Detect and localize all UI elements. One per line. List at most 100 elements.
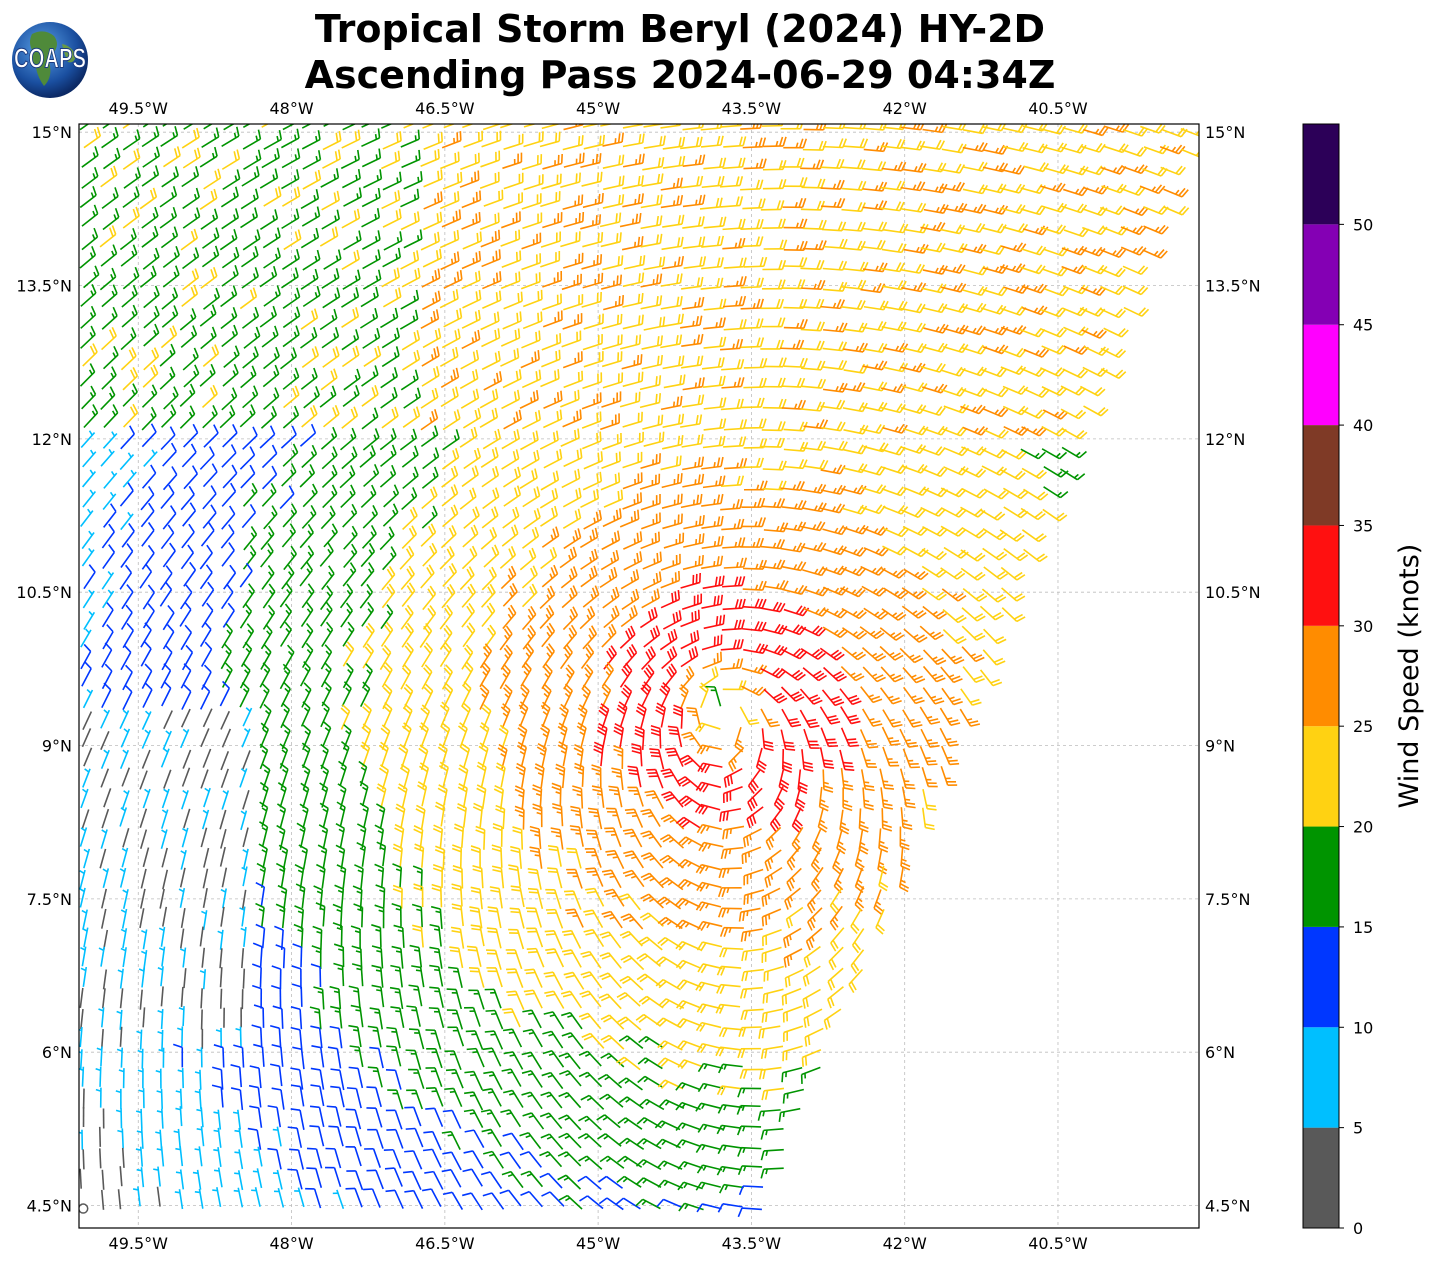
wind-barb xyxy=(1061,306,1088,317)
wind-barb xyxy=(141,165,160,187)
wind-barb xyxy=(820,179,845,190)
wind-barb xyxy=(922,124,948,134)
wind-barb xyxy=(781,279,806,290)
wind-barb xyxy=(682,194,706,208)
wind-barb xyxy=(121,284,138,308)
wind-barb xyxy=(841,299,866,310)
wind-barb xyxy=(982,264,1009,275)
wind-barb xyxy=(1020,264,1046,275)
colorbar-bin xyxy=(1303,1027,1339,1128)
wind-barb xyxy=(1103,143,1129,154)
wind-barb xyxy=(159,206,178,229)
wind-barb xyxy=(703,216,727,229)
wind-barb xyxy=(259,168,279,189)
wind-barb xyxy=(680,276,704,290)
wind-barb xyxy=(861,321,887,332)
wind-barb xyxy=(300,189,320,210)
wind-barb xyxy=(823,238,848,249)
wind-barb xyxy=(98,1148,102,1169)
wind-barb xyxy=(841,279,867,290)
wind-barb xyxy=(81,166,99,189)
wind-barb xyxy=(341,329,360,351)
wind-barb xyxy=(620,334,642,350)
wind-barb xyxy=(320,168,340,188)
wind-barb xyxy=(480,229,501,248)
wind-barb xyxy=(582,272,604,289)
wind-barb xyxy=(479,171,500,189)
wind-barb xyxy=(743,158,767,170)
wind-barb xyxy=(521,232,542,250)
wind-barb xyxy=(800,340,825,351)
wind-barb xyxy=(182,187,200,210)
wind-barb xyxy=(723,136,747,148)
wind-barb xyxy=(422,328,442,349)
wind-barb xyxy=(1040,307,1066,318)
wind-barb xyxy=(101,187,119,210)
wind-barb xyxy=(361,124,371,128)
wind-barb xyxy=(383,231,403,251)
wind-barb xyxy=(861,239,886,250)
wind-barb xyxy=(800,321,825,332)
wind-barb xyxy=(843,342,869,353)
colorbar-tick-label: 45 xyxy=(1353,316,1373,335)
wind-barb xyxy=(281,128,300,149)
wind-barb xyxy=(522,289,543,308)
wind-barb xyxy=(939,181,965,192)
wind-barb xyxy=(301,130,321,150)
wind-barb xyxy=(740,298,765,310)
wind-barb xyxy=(121,304,138,328)
wind-barb xyxy=(703,317,726,330)
wind-barb xyxy=(523,174,544,191)
wind-barb xyxy=(281,169,300,190)
lon-tick-label-bottom: 43.5°W xyxy=(722,1234,782,1253)
wind-barb xyxy=(482,271,502,290)
wind-barb xyxy=(860,282,886,294)
wind-barb xyxy=(240,188,259,210)
lon-tick-label-top: 48°W xyxy=(269,99,313,118)
wind-barb xyxy=(242,968,246,989)
wind-barb xyxy=(122,266,140,290)
wind-barb xyxy=(242,229,261,251)
wind-barb xyxy=(460,152,480,171)
wind-barb xyxy=(1180,148,1199,158)
wind-barb xyxy=(1040,124,1067,135)
wind-barb xyxy=(1003,141,1029,153)
wind-barb xyxy=(722,295,747,308)
wind-barb xyxy=(500,229,521,247)
wind-barb xyxy=(461,212,481,230)
wind-barb xyxy=(1003,284,1029,295)
wind-barb xyxy=(381,267,400,288)
wind-barb xyxy=(603,295,625,311)
wind-barb xyxy=(583,313,604,330)
wind-barb xyxy=(283,229,302,251)
wind-barb xyxy=(1023,162,1050,173)
wind-barb xyxy=(141,126,160,148)
wind-barb xyxy=(501,250,522,269)
wind-barb xyxy=(722,157,746,170)
wind-barb xyxy=(643,135,666,149)
lat-tick-label-left: 12°N xyxy=(32,430,72,449)
wind-barb xyxy=(901,282,927,293)
colorbar-tick-label: 0 xyxy=(1353,1219,1363,1238)
wind-barb xyxy=(83,126,102,149)
wind-barb xyxy=(763,136,787,148)
colorbar-tick-label: 20 xyxy=(1353,818,1373,837)
colorbar-bin xyxy=(1303,726,1339,827)
wind-barb xyxy=(820,158,845,169)
wind-barb xyxy=(562,135,584,151)
wind-barb xyxy=(221,324,239,348)
wind-barb xyxy=(1043,286,1070,297)
wind-barb xyxy=(1120,225,1147,236)
wind-barb xyxy=(200,988,203,1009)
lat-tick-label-left: 13.5°N xyxy=(16,277,72,296)
wind-barb xyxy=(503,133,524,151)
wind-barb xyxy=(740,236,764,248)
wind-barb xyxy=(683,256,707,269)
wind-barb xyxy=(321,190,340,211)
wind-barb xyxy=(622,175,644,190)
wind-barb xyxy=(282,186,301,207)
wind-barb xyxy=(962,161,988,172)
colorbar-tick-label: 10 xyxy=(1353,1018,1373,1037)
wind-barb xyxy=(181,284,199,307)
wind-barb xyxy=(762,218,786,229)
